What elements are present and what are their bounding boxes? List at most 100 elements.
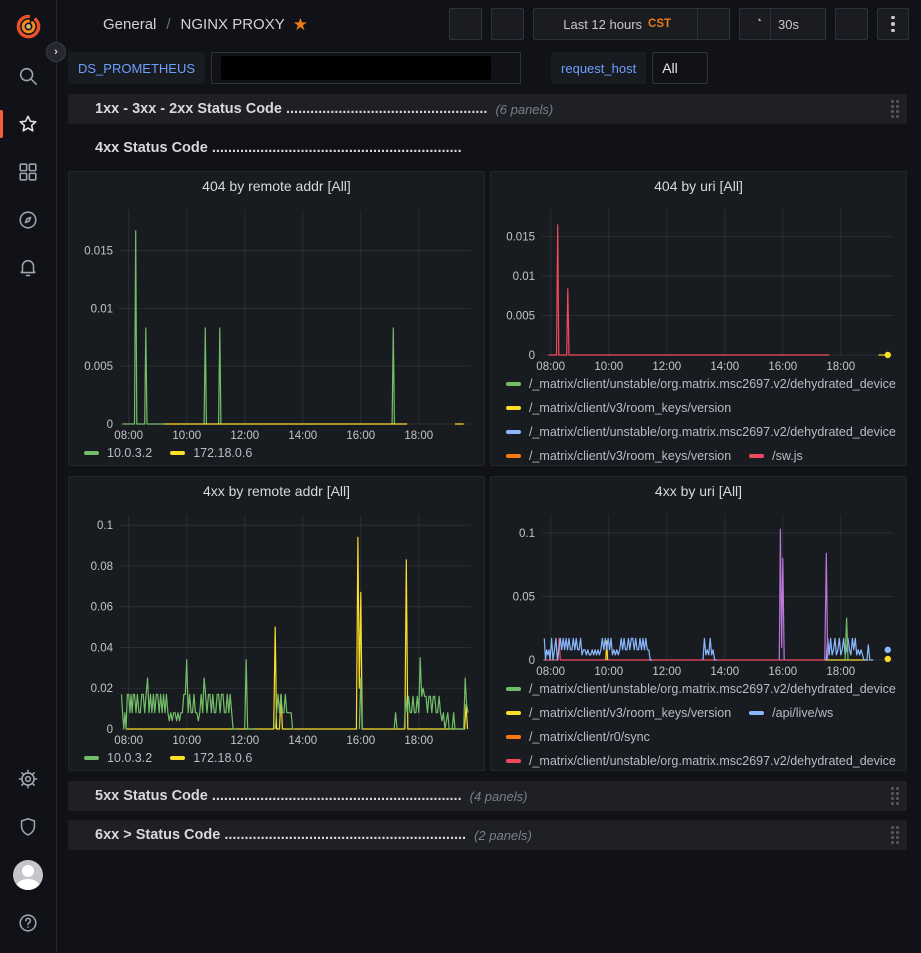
timeseries-chart[interactable]: 08:00 10:00 12:00 14:00 16:00 18:00 0 0.005 0.01… — [74, 200, 479, 440]
sidebar-item-dashboards[interactable] — [0, 148, 57, 196]
save-dashboard-button[interactable] — [449, 8, 483, 40]
svg-text:08:00: 08:00 — [536, 666, 565, 675]
timeseries-chart[interactable]: 08:00 10:00 12:00 14:00 16:00 18:00 0 0.005 0.01… — [496, 199, 901, 370]
request-host-variable-label[interactable]: request_host — [551, 52, 647, 84]
tv-mode-button[interactable] — [835, 8, 868, 40]
legend-item[interactable]: /api/live/ws — [749, 701, 833, 725]
search-icon — [19, 67, 38, 86]
svg-text:10:00: 10:00 — [172, 735, 201, 745]
svg-text:0.06: 0.06 — [91, 601, 113, 613]
legend-item[interactable]: /_matrix/client/unstable/org.matrix.msc2… — [506, 749, 896, 770]
legend-label: /sw.js — [772, 448, 803, 463]
svg-text:16:00: 16:00 — [346, 430, 375, 440]
legend-label: /api/live/ws — [772, 705, 834, 720]
legend-item[interactable]: /sw.js — [749, 444, 803, 465]
row-drag-handle[interactable] — [891, 787, 899, 805]
row-panel-count: (4 panels) — [469, 788, 528, 804]
row-4xx[interactable]: 4xx Status Code ........................… — [68, 133, 907, 163]
svg-text:0: 0 — [529, 655, 535, 667]
dashboard-header: General / NGINX PROXY ★ — [57, 0, 921, 48]
row-1xx-3xx-2xx[interactable]: 1xx - 3xx - 2xx Status Code ............… — [68, 94, 907, 124]
legend-label: 172.18.0.6 — [193, 751, 253, 766]
legend-swatch — [84, 756, 99, 761]
avatar — [13, 860, 43, 890]
zoom-out-time-button[interactable] — [698, 8, 731, 40]
gear-icon — [499, 16, 516, 33]
time-range-picker[interactable]: Last 12 hours CST — [533, 8, 699, 40]
legend-item[interactable]: /_matrix/client/unstable/org.matrix.msc2… — [506, 420, 896, 444]
legend-label: /_matrix/client/unstable/org.matrix.msc2… — [529, 424, 896, 439]
legend-item[interactable]: /_matrix/client/r0/sync — [506, 725, 650, 749]
sidebar-expand-button[interactable]: › — [46, 42, 66, 62]
grafana-logo[interactable] — [0, 0, 57, 52]
legend-swatch — [506, 381, 521, 386]
sidebar-item-configuration[interactable] — [0, 755, 57, 803]
legend-item[interactable]: 172.18.0.6 — [170, 746, 252, 770]
time-range-label: Last 12 hours — [563, 16, 643, 32]
row-panel-count: (2 panels) — [474, 827, 532, 843]
panel-title[interactable]: 404 by remote addr [All] — [202, 177, 351, 194]
panel-title[interactable]: 4xx by remote addr [All] — [202, 482, 351, 499]
sidebar-item-starred[interactable] — [0, 100, 57, 148]
breadcrumb-section[interactable]: General — [103, 15, 157, 33]
legend-item[interactable]: /_matrix/client/unstable/org.matrix.msc2… — [506, 677, 896, 701]
timeseries-chart[interactable]: 08:00 10:00 12:00 14:00 16:00 18:00 0 0.05 0.1 — [496, 504, 901, 675]
sidebar-item-search[interactable] — [0, 52, 57, 100]
svg-text:0.08: 0.08 — [91, 560, 113, 572]
legend-item[interactable]: /_matrix/client/v3/room_keys/version — [506, 701, 731, 725]
timeseries-chart[interactable]: 08:00 10:00 12:00 14:00 16:00 18:00 0 0.02 0.04 0… — [74, 505, 479, 745]
datasource-variable-label[interactable]: DS_PROMETHEUS — [68, 52, 206, 84]
svg-text:0: 0 — [107, 419, 113, 431]
sidebar-item-alerting[interactable] — [0, 244, 57, 292]
sidebar-item-profile[interactable] — [0, 851, 57, 899]
row-drag-handle[interactable] — [891, 100, 899, 118]
sidebar-item-help[interactable] — [0, 899, 57, 947]
svg-text:0: 0 — [529, 350, 535, 362]
legend-label: /_matrix/client/r0/sync — [529, 729, 650, 744]
legend-item[interactable]: 10.0.3.2 — [84, 441, 152, 465]
row-6xx[interactable]: 6xx > Status Code ......................… — [68, 820, 907, 850]
bell-icon — [20, 259, 36, 277]
row-5xx[interactable]: 5xx Status Code ........................… — [68, 781, 907, 811]
datasource-variable-select[interactable] — [211, 52, 522, 84]
legend-item[interactable]: 172.18.0.6 — [170, 441, 252, 465]
legend-label: /_matrix/client/unstable/org.matrix.msc2… — [529, 681, 896, 696]
request-host-variable-select[interactable]: All — [652, 52, 708, 84]
row-drag-handle[interactable] — [891, 826, 899, 844]
svg-text:10:00: 10:00 — [594, 666, 623, 675]
refresh-interval-picker[interactable]: 30s — [771, 8, 826, 40]
more-options-button[interactable] — [877, 8, 909, 40]
save-icon — [457, 16, 474, 33]
dashboard-settings-button[interactable] — [491, 8, 525, 40]
legend-item[interactable]: /_matrix/client/unstable/org.matrix.msc2… — [506, 372, 896, 396]
sidebar-item-explore[interactable] — [0, 196, 57, 244]
share-icon[interactable] — [316, 15, 334, 33]
svg-text:08:00: 08:00 — [536, 361, 565, 370]
panel-title[interactable]: 404 by uri [All] — [654, 177, 743, 194]
refresh-icon — [758, 18, 762, 22]
panel-legend: /_matrix/client/unstable/org.matrix.msc2… — [496, 675, 901, 770]
svg-text:0.1: 0.1 — [519, 528, 535, 540]
favorite-star-icon[interactable]: ★ — [292, 14, 308, 34]
legend-item[interactable]: /_matrix/client/v3/room_keys/version — [506, 444, 731, 465]
timezone-badge: CST — [648, 18, 672, 30]
kebab-icon — [891, 15, 895, 33]
sidebar-item-server-admin[interactable] — [0, 803, 57, 851]
panel-4xx-by-remote-addr: 4xx by remote addr [All] 08:00 10:00 12:00… — [68, 476, 485, 771]
row-title: 6xx > Status Code ......................… — [95, 827, 467, 843]
legend-item[interactable]: 10.0.3.2 — [84, 746, 152, 770]
apps-icon — [77, 15, 95, 33]
legend-label: /_matrix/client/unstable/org.matrix.msc2… — [529, 753, 896, 768]
gear-icon — [18, 769, 38, 789]
panel-title[interactable]: 4xx by uri [All] — [654, 482, 743, 499]
svg-text:14:00: 14:00 — [288, 430, 317, 440]
svg-text:12:00: 12:00 — [652, 666, 681, 675]
legend-item[interactable]: /_matrix/client/v3/room_keys/version — [506, 396, 731, 420]
breadcrumb-separator: / — [166, 15, 171, 33]
svg-text:18:00: 18:00 — [404, 430, 433, 440]
panel-legend: /_matrix/client/unstable/org.matrix.msc2… — [496, 370, 901, 465]
refresh-button[interactable] — [739, 8, 772, 40]
svg-text:0.02: 0.02 — [91, 683, 113, 695]
page-title[interactable]: NGINX PROXY — [180, 15, 285, 33]
svg-text:0.01: 0.01 — [513, 271, 535, 283]
